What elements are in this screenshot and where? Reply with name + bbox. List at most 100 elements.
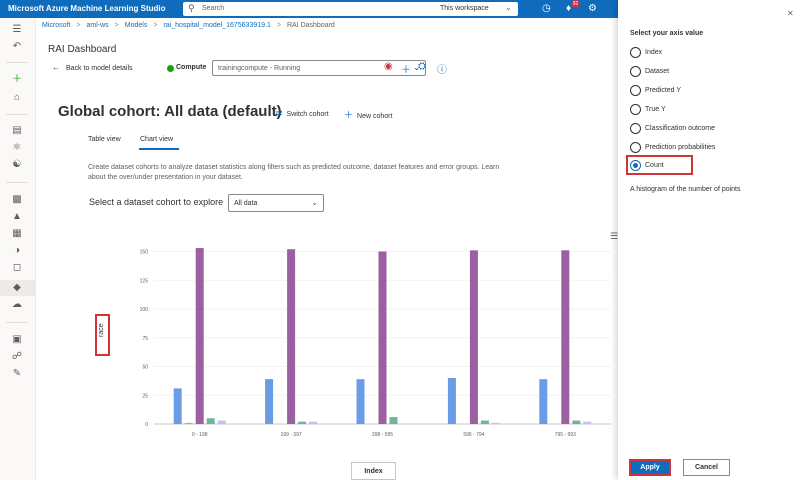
settings-icon[interactable]: ⛭ [418, 61, 426, 72]
pipelines-icon[interactable]: ◑ [13, 245, 21, 256]
x-tick-label: 795 - 993 [555, 432, 576, 438]
switch-cohort-label: Switch cohort [286, 111, 329, 118]
bell-icon[interactable]: ♦ [566, 3, 572, 14]
radio-button[interactable] [630, 66, 641, 77]
back-to-model-details-button[interactable]: ← Back to model details [52, 63, 133, 72]
gear-icon[interactable]: ⚙ [588, 3, 597, 14]
radio-button[interactable] [630, 142, 641, 153]
hamburger-menu-icon[interactable]: ☰ [12, 24, 22, 35]
undo-icon[interactable]: ↶ [12, 41, 22, 52]
arrow-left-icon: ← [52, 63, 60, 72]
bar [217, 420, 226, 424]
radio-label: Count [645, 162, 664, 169]
compute-select[interactable]: trainingcompute - Running ⌄ [212, 60, 426, 76]
bar [287, 249, 296, 424]
info-icon[interactable]: ⓘ [437, 65, 447, 76]
chevron-down-icon: ⌄ [311, 198, 318, 207]
bar [378, 251, 387, 424]
notebook-icon[interactable]: ▤ [12, 125, 22, 136]
bar [195, 248, 204, 424]
cohort-select-dropdown[interactable]: All data ⌄ [228, 194, 324, 212]
x-axis-label: Index [364, 468, 383, 475]
new-cohort-button[interactable]: ＋ New cohort [344, 108, 392, 121]
plus-icon: ＋ [344, 110, 354, 120]
radio-label: Prediction probabilities [645, 144, 716, 151]
x-tick-label: 0 - 198 [192, 432, 208, 438]
stop-compute-icon[interactable]: ◉ [384, 61, 393, 72]
bar [469, 250, 478, 424]
cohort-select-label: Select a dataset cohort to explore [89, 197, 224, 207]
tab-chart-view[interactable]: Chart view [140, 136, 174, 143]
radio-label: True Y [645, 106, 666, 113]
compute-status-icon [167, 65, 174, 72]
chevron-down-icon[interactable]: ⌄ [505, 3, 512, 12]
cancel-button[interactable]: Cancel [683, 459, 730, 476]
count-highlight [626, 155, 693, 175]
y-tick-label: 0 [145, 422, 148, 428]
automl-icon[interactable]: ⚛ [12, 142, 22, 153]
breadcrumb-separator: > [153, 22, 158, 29]
new-cohort-label: New cohort [357, 113, 393, 120]
compute-label: Compute [176, 64, 207, 71]
y-tick-label: 150 [140, 250, 149, 256]
plus-icon[interactable]: ＋ [12, 74, 22, 85]
breadcrumb-models[interactable]: Models [124, 22, 148, 29]
radio-button[interactable] [630, 123, 641, 134]
x-axis-button[interactable]: Index [351, 462, 396, 480]
components-icon[interactable]: ▦ [12, 228, 22, 239]
nav-divider [6, 322, 28, 323]
tab-table-view[interactable]: Table view [88, 136, 121, 143]
radio-label: Classification outcome [645, 125, 716, 132]
y-tick-label: 25 [142, 393, 148, 399]
radio-button[interactable] [630, 104, 641, 115]
compute-select-value: trainingcompute - Running [218, 65, 301, 72]
breadcrumb-workspace[interactable]: aml-ws [86, 22, 109, 29]
radio-label: Index [645, 49, 663, 56]
chart-menu-icon[interactable]: ☰ [610, 231, 619, 241]
panel-title: Select your axis value [630, 30, 704, 37]
x-tick-label: 596 - 794 [463, 432, 484, 438]
axis-selection-panel: ✕ Select your axis value Index Dataset P… [618, 0, 800, 480]
cohort-description: Create dataset cohorts to analyze datase… [88, 164, 500, 181]
radio-label: Dataset [645, 68, 670, 75]
bar [491, 422, 500, 424]
environments-icon[interactable]: ◻ [12, 262, 22, 273]
experiment-icon[interactable]: ▲ [12, 211, 22, 222]
bar [447, 378, 456, 424]
close-icon[interactable]: ✕ [787, 9, 794, 18]
search-input[interactable]: Search [202, 5, 225, 12]
radio-button-selected[interactable] [630, 160, 641, 171]
data-icon[interactable]: ▩ [12, 194, 22, 205]
compute-icon[interactable]: ▣ [12, 334, 22, 345]
add-compute-icon[interactable]: ＋ [401, 65, 411, 76]
histogram-chart: 0 25 50 75 100 125 150 0 - 198 199 - 397 398 - 59… [140, 248, 611, 438]
models-icon[interactable]: ◆ [13, 282, 21, 293]
radio-button[interactable] [630, 85, 641, 96]
y-axis-label[interactable]: race [98, 323, 105, 337]
linked-services-icon[interactable]: ☍ [11, 351, 23, 362]
bar [173, 388, 182, 424]
main-panel: Global cohort: All data (default) ⇄ Switc… [36, 86, 618, 480]
axis-description: A histogram of the number of points [630, 186, 741, 193]
apply-button[interactable]: Apply [629, 459, 671, 476]
nav-divider [6, 182, 28, 183]
search-box[interactable]: ⚲ Search This workspace ⌄ [183, 2, 518, 16]
app-title[interactable]: Microsoft Azure Machine Learning Studio [8, 4, 166, 13]
y-tick-label: 50 [142, 365, 148, 371]
bar [184, 422, 193, 424]
switch-cohort-button[interactable]: ⇄ Switch cohort [275, 108, 329, 119]
breadcrumb-workspace-dir[interactable]: Microsoft [42, 22, 71, 29]
breadcrumb-model[interactable]: rai_hospital_model_1675633919.1 [163, 22, 271, 29]
cohort-title: Global cohort: All data (default) [58, 103, 282, 120]
bar [356, 379, 365, 424]
breadcrumb-separator: > [114, 22, 119, 29]
clock-icon[interactable]: ◷ [542, 3, 551, 14]
labeling-icon[interactable]: ✎ [12, 368, 22, 379]
designer-icon[interactable]: ☯ [12, 159, 22, 170]
search-scope[interactable]: This workspace [440, 5, 489, 12]
home-icon[interactable]: ⌂ [13, 92, 21, 103]
radio-button[interactable] [630, 47, 641, 58]
endpoints-icon[interactable]: ☁ [12, 299, 22, 310]
breadcrumb: Microsoft > aml-ws > Models > rai_hospital_mod… [42, 22, 335, 34]
back-label: Back to model details [66, 65, 133, 72]
